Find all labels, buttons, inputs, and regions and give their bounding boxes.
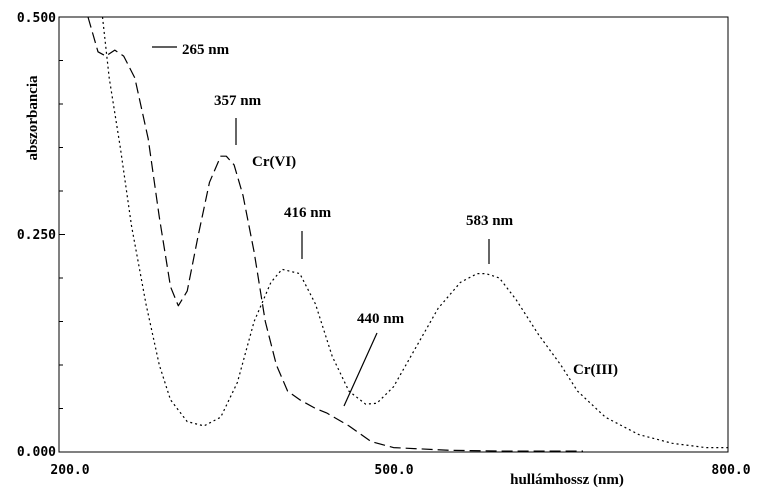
x-axis-label: hullámhossz (nm): [510, 472, 624, 488]
y-tick-label-0: 0.000: [17, 445, 56, 460]
x-tick-label-1: 500.0: [374, 463, 413, 478]
series-layer: [87, 16, 728, 452]
series-label-cr-vi: Cr(VI): [252, 154, 296, 170]
y-axis-label: abszorbancia: [25, 75, 41, 161]
annotation-440nm: 440 nm: [357, 311, 405, 327]
annotation-265nm: 265 nm: [182, 42, 230, 58]
x-tick-label-0: 200.0: [50, 463, 89, 478]
series-label-cr-iii: Cr(III): [573, 362, 618, 378]
annotation-leaders: [152, 46, 490, 407]
series-line-cr-iii: [101, 16, 728, 449]
leader-440nm: [343, 332, 378, 407]
annotation-416nm: 416 nm: [284, 205, 332, 221]
series-line-cr-vi: [87, 16, 583, 452]
x-tick-label-2: 800.0: [711, 463, 750, 478]
y-tick-label-2: 0.500: [17, 11, 56, 26]
annotation-357nm: 357 nm: [214, 93, 262, 109]
y-tick-label-1: 0.250: [17, 228, 56, 243]
y-axis-ticks: [59, 16, 65, 453]
annotation-583nm: 583 nm: [466, 213, 514, 229]
